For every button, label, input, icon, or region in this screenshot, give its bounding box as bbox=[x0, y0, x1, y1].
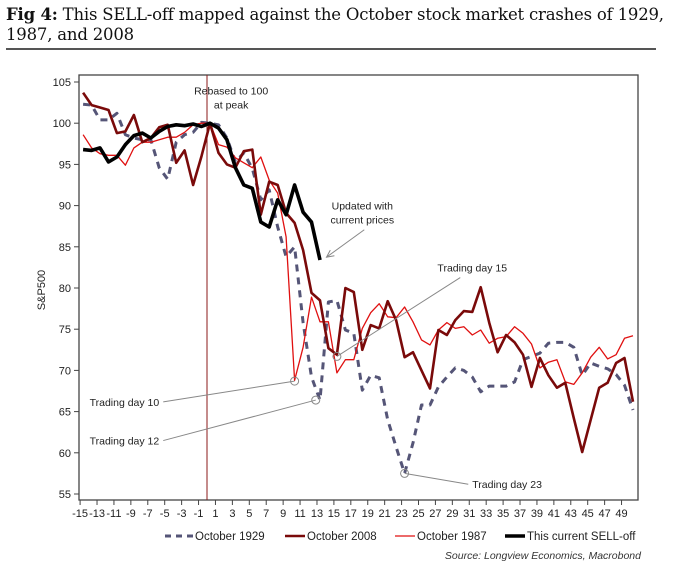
annotation-updated-with-current-prices: Updated with current prices bbox=[325, 201, 394, 258]
annotation-trading-day-12: Trading day 12 bbox=[90, 395, 321, 448]
x-tick-label: 19 bbox=[362, 508, 374, 520]
x-tick-label: 45 bbox=[582, 508, 594, 520]
y-tick-label: 65 bbox=[59, 407, 71, 419]
series-layer bbox=[82, 91, 635, 475]
annotation-arrow bbox=[326, 229, 365, 258]
x-tick-label: 41 bbox=[548, 508, 560, 520]
annotation-text: current prices bbox=[330, 215, 394, 227]
annotation-leader bbox=[336, 277, 461, 357]
x-tick-label: 35 bbox=[497, 508, 509, 520]
annotation-leader bbox=[163, 380, 295, 403]
series-line-this-current-sell-off bbox=[82, 121, 322, 261]
legend-item-october-1987: October 1987 bbox=[395, 531, 487, 543]
x-tick-label: -7 bbox=[143, 508, 153, 520]
annotation-text: Updated with bbox=[332, 201, 393, 213]
x-tick-label: 43 bbox=[565, 508, 577, 520]
annotation-marker bbox=[400, 468, 410, 478]
source-note: Source: Longview Economics, Macrobond bbox=[445, 550, 642, 562]
y-tick-label: 100 bbox=[53, 118, 71, 130]
legend-label: October 1929 bbox=[195, 531, 265, 543]
annotation-text: Rebased to 100 bbox=[194, 85, 268, 97]
series-line-october-1987 bbox=[82, 122, 634, 386]
x-tick-label: -1 bbox=[194, 508, 204, 520]
x-tick-label: 7 bbox=[263, 508, 269, 520]
x-tick-label: 23 bbox=[395, 508, 407, 520]
x-tick-label: 27 bbox=[429, 508, 441, 520]
figure-label: Fig 4: bbox=[6, 5, 58, 24]
annotation-trading-day-23: Trading day 23 bbox=[400, 468, 542, 491]
x-tick-label: 11 bbox=[294, 508, 305, 520]
figure-title: Fig 4: This SELL-off mapped against the … bbox=[6, 5, 666, 45]
x-tick-label: 33 bbox=[480, 508, 492, 520]
title-divider bbox=[6, 48, 656, 50]
legend-label: October 1987 bbox=[417, 531, 487, 543]
annotation-text: Trading day 23 bbox=[472, 479, 542, 491]
annotation-leader bbox=[163, 399, 316, 442]
x-tick-label: 1 bbox=[212, 508, 218, 520]
legend-item-this-current-sell-off: This current SELL-off bbox=[505, 531, 636, 543]
y-tick-label: 80 bbox=[59, 283, 71, 295]
arrow-head-icon bbox=[325, 249, 335, 258]
x-tick-label: 31 bbox=[463, 508, 475, 520]
annotation-text: Trading day 12 bbox=[90, 436, 160, 448]
annotation-text: Trading day 10 bbox=[90, 397, 160, 409]
annotation-trading-day-10: Trading day 10 bbox=[90, 376, 300, 409]
annotation-marker bbox=[290, 376, 300, 386]
annotation-rebased-to-100-at-peak: Rebased to 100 at peak bbox=[194, 85, 268, 111]
annotation-marker bbox=[332, 351, 342, 361]
x-tick-label: -15 bbox=[72, 508, 88, 520]
annotation-text: Trading day 15 bbox=[437, 263, 507, 275]
y-tick-label: 70 bbox=[59, 365, 71, 377]
x-tick-label: 9 bbox=[280, 508, 286, 520]
annotation-trading-day-15: Trading day 15 bbox=[332, 263, 507, 361]
legend-item-october-2008: October 2008 bbox=[285, 531, 377, 543]
x-tick-label: 37 bbox=[514, 508, 526, 520]
y-tick-label: 55 bbox=[59, 489, 71, 501]
x-tick-label: -13 bbox=[89, 508, 105, 520]
legend-label: October 2008 bbox=[307, 531, 377, 543]
legend-item-october-1929: October 1929 bbox=[165, 531, 265, 543]
x-tick-label: 17 bbox=[345, 508, 357, 520]
figure-title-text: This SELL-off mapped against the October… bbox=[6, 5, 664, 44]
x-tick-label: 39 bbox=[531, 508, 543, 520]
series-line-october-2008 bbox=[82, 91, 635, 454]
annotation-text: at peak bbox=[214, 99, 249, 111]
x-tick-label: 3 bbox=[229, 508, 235, 520]
legend-label: This current SELL-off bbox=[527, 531, 636, 543]
y-axis-label: S&P500 bbox=[36, 270, 48, 310]
x-tick-label: 13 bbox=[311, 508, 323, 520]
y-tick-label: 75 bbox=[59, 324, 71, 336]
x-tick-label: 5 bbox=[246, 508, 252, 520]
x-tick-label: 15 bbox=[328, 508, 340, 520]
legend: October 1929 October 2008 October 1987 This… bbox=[165, 531, 636, 543]
y-tick-label: 90 bbox=[59, 201, 71, 213]
x-tick-label: 49 bbox=[615, 508, 627, 520]
x-tick-label: 47 bbox=[598, 508, 610, 520]
x-tick-label: -11 bbox=[106, 508, 121, 520]
annotation-layer: Rebased to 100 at peak Updated with current… bbox=[90, 85, 542, 491]
y-tick-label: 95 bbox=[59, 159, 71, 171]
y-tick-label: 85 bbox=[59, 242, 71, 254]
x-tick-label: -9 bbox=[126, 508, 136, 520]
x-tick-label: 21 bbox=[379, 508, 391, 520]
x-tick-label: -3 bbox=[177, 508, 187, 520]
x-tick-label: 25 bbox=[412, 508, 424, 520]
y-tick-label: 105 bbox=[53, 77, 71, 89]
y-tick-label: 60 bbox=[59, 448, 71, 460]
x-tick-label: 29 bbox=[446, 508, 458, 520]
annotation-leader bbox=[404, 472, 469, 485]
x-tick-label: -5 bbox=[160, 508, 170, 520]
series-line-october-1929 bbox=[82, 102, 635, 475]
annotation-marker bbox=[311, 395, 321, 405]
